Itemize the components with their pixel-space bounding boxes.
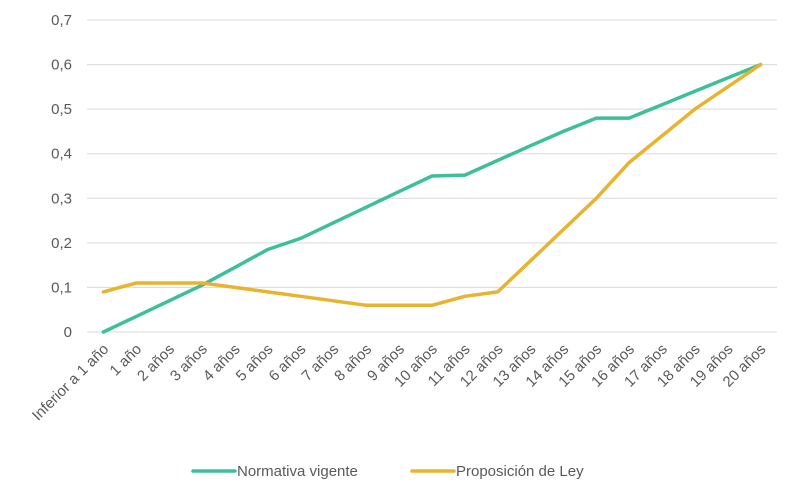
legend-label: Proposición de Ley: [456, 463, 584, 480]
y-axis-tick-labels: 0 0,1 0,2 0,3 0,4 0,5 0,6 0,7: [51, 12, 72, 341]
y-tick-label: 0,7: [51, 12, 72, 29]
y-tick-label: 0,3: [51, 190, 72, 207]
legend: Normativa vigente Proposición de Ley: [191, 463, 584, 480]
y-tick-label: 0,4: [51, 146, 72, 163]
series-line-2: [101, 62, 763, 308]
y-tick-label: 0,5: [51, 101, 72, 118]
series-line-1: [101, 62, 763, 334]
y-tick-label: 0,2: [51, 235, 72, 252]
gridlines: [87, 19, 777, 333]
legend-label: Normativa vigente: [237, 463, 358, 480]
y-tick-label: 0,6: [51, 57, 72, 74]
series-lines: [101, 62, 763, 334]
x-tick-label: Inferior a 1 año: [29, 341, 112, 424]
y-tick-label: 0: [64, 324, 72, 341]
y-tick-label: 0,1: [51, 279, 72, 296]
